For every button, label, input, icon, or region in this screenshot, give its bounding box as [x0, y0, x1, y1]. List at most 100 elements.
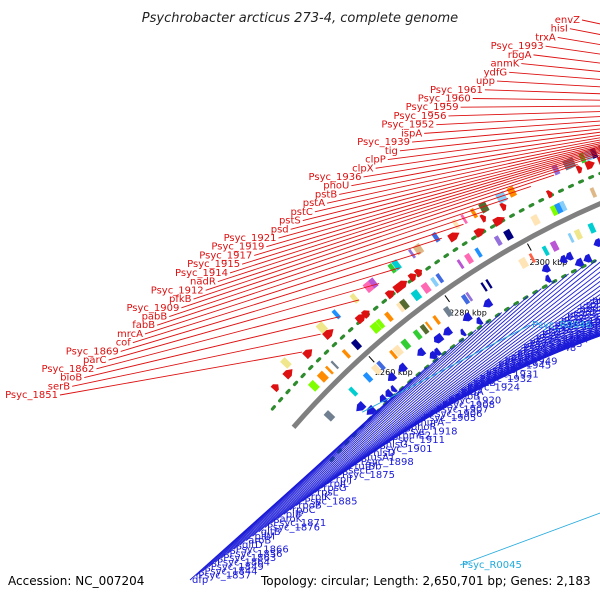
reverse-gene-label: Psyc_1911 [392, 435, 445, 446]
reverse-gene-label: tufBb [355, 461, 382, 472]
cog-block [435, 273, 445, 284]
reverse-gene-label: corC [573, 308, 596, 319]
cog-color-ring [280, 145, 600, 422]
reverse-gene-arrow [390, 384, 398, 393]
reverse-gene-label: Psyc_1871 [273, 518, 326, 529]
reverse-gene-label: sodB [492, 365, 517, 376]
forward-gene-label: pfkB [169, 294, 192, 305]
cog-block [362, 372, 374, 383]
reverse-gene-label: phoB [455, 391, 481, 402]
reverse-gene-arrow [476, 316, 484, 325]
forward-gene-leader [387, 131, 600, 160]
reverse-gene-label: Psyc_1954 [536, 334, 589, 345]
forward-gene-leader [72, 333, 321, 387]
dotted-rings [270, 171, 600, 462]
kbp-tick [368, 355, 375, 363]
cog-block [375, 318, 386, 329]
reverse-gene-label: Psyc_1948 [523, 343, 576, 354]
forward-gene-leader [484, 89, 600, 95]
label-leaders [59, 19, 600, 581]
gene-arrows [270, 156, 600, 415]
cog-block [349, 293, 360, 304]
forward-gene-leader [132, 252, 421, 344]
forward-gene-leader [436, 116, 600, 126]
forward-gene-label: Psyc_1851 [5, 390, 58, 401]
reverse-gene-label: Psyc_1931 [486, 369, 539, 380]
cog-block [549, 204, 561, 217]
forward-gene-label: envZ [555, 15, 580, 26]
reverse-gene-label: fadB [473, 378, 496, 389]
forward-gene-leader [181, 197, 509, 309]
reverse-gene-label: hisD [373, 448, 395, 459]
cog-block [307, 379, 320, 392]
forward-gene-leader [217, 163, 578, 283]
forward-gene-label: mrcA [117, 329, 143, 340]
reverse-gene-leader [258, 312, 503, 533]
forward-gene-leader [448, 111, 600, 117]
forward-gene-label: parC [83, 355, 107, 366]
cog-block [559, 200, 568, 212]
kbp-label: 2300 kbp [530, 258, 568, 267]
reverse-gene-leader [233, 347, 452, 550]
forward-gene-arrow [584, 160, 595, 170]
reverse-gene-leader [320, 271, 600, 489]
forward-gene-leader [266, 149, 600, 248]
cog-block [395, 301, 407, 313]
forward-gene-label: pstA [303, 198, 325, 209]
forward-gene-leader [351, 139, 600, 187]
reverse-gene-leader [502, 333, 600, 362]
genome-title: Psychrobacter arcticus 273-4, complete g… [142, 11, 458, 26]
reverse-gene-label: rpoC [292, 505, 316, 516]
forward-gene-label: clpX [352, 163, 374, 174]
cog-block [430, 276, 440, 288]
reverse-gene-leader [239, 338, 464, 546]
cog-block [493, 235, 503, 247]
forward-gene-label: Psyc_1961 [430, 85, 483, 96]
reverse-gene-label: hisG [386, 439, 408, 450]
reverse-gene-arrow [366, 404, 377, 415]
reverse-gene-leader [471, 335, 600, 384]
forward-gene-leader [302, 146, 600, 222]
reverse-gene-leader [333, 280, 600, 480]
reverse-gene-label: Psyc_1906 [430, 409, 483, 420]
cog-block [503, 228, 514, 241]
reverse-gene-leader [345, 289, 600, 471]
reverse-gene-leader [283, 280, 556, 515]
reverse-gene-arrow [443, 326, 454, 336]
cog-block [316, 370, 329, 383]
reverse-gene-arrow [574, 257, 585, 267]
cog-block [392, 344, 404, 357]
reverse-gene-leader [308, 261, 600, 498]
forward-gene-label: Psyc_1917 [199, 250, 252, 261]
forward-gene-leader [120, 267, 400, 352]
reverse-gene-label: Psyc_1918 [405, 426, 458, 437]
rna-gene-leader [361, 324, 531, 413]
forward-gene-arrow [407, 273, 417, 283]
cog-block [389, 349, 398, 360]
forward-gene-leader [108, 283, 380, 361]
reverse-gene-leader [289, 273, 569, 511]
forward-gene-label: Psyc_1914 [175, 268, 228, 279]
cog-block [554, 201, 566, 215]
accession-text: Accession: NC_007204 [8, 574, 144, 588]
cog-block [573, 228, 584, 241]
reverse-gene-arrow [385, 388, 394, 398]
cog-block [410, 289, 423, 302]
reverse-gene-leader [214, 376, 416, 563]
forward-gene-label: Psyc_1909 [126, 303, 179, 314]
cog-block [368, 277, 379, 289]
forward-gene-label: Psyc_1952 [381, 120, 434, 131]
forward-gene-arrow [575, 165, 583, 174]
cog-block [419, 323, 430, 335]
cog-block [485, 278, 493, 289]
cog-block [442, 306, 454, 318]
forward-gene-arrow [447, 232, 460, 243]
reverse-gene-leader [464, 335, 600, 388]
forward-gene-label: ydfG [484, 67, 508, 78]
reverse-gene-label: Psyc_1837 [198, 571, 251, 582]
reverse-gene-arrow [417, 347, 427, 357]
cog-block [348, 386, 359, 397]
cog-block [412, 329, 423, 341]
